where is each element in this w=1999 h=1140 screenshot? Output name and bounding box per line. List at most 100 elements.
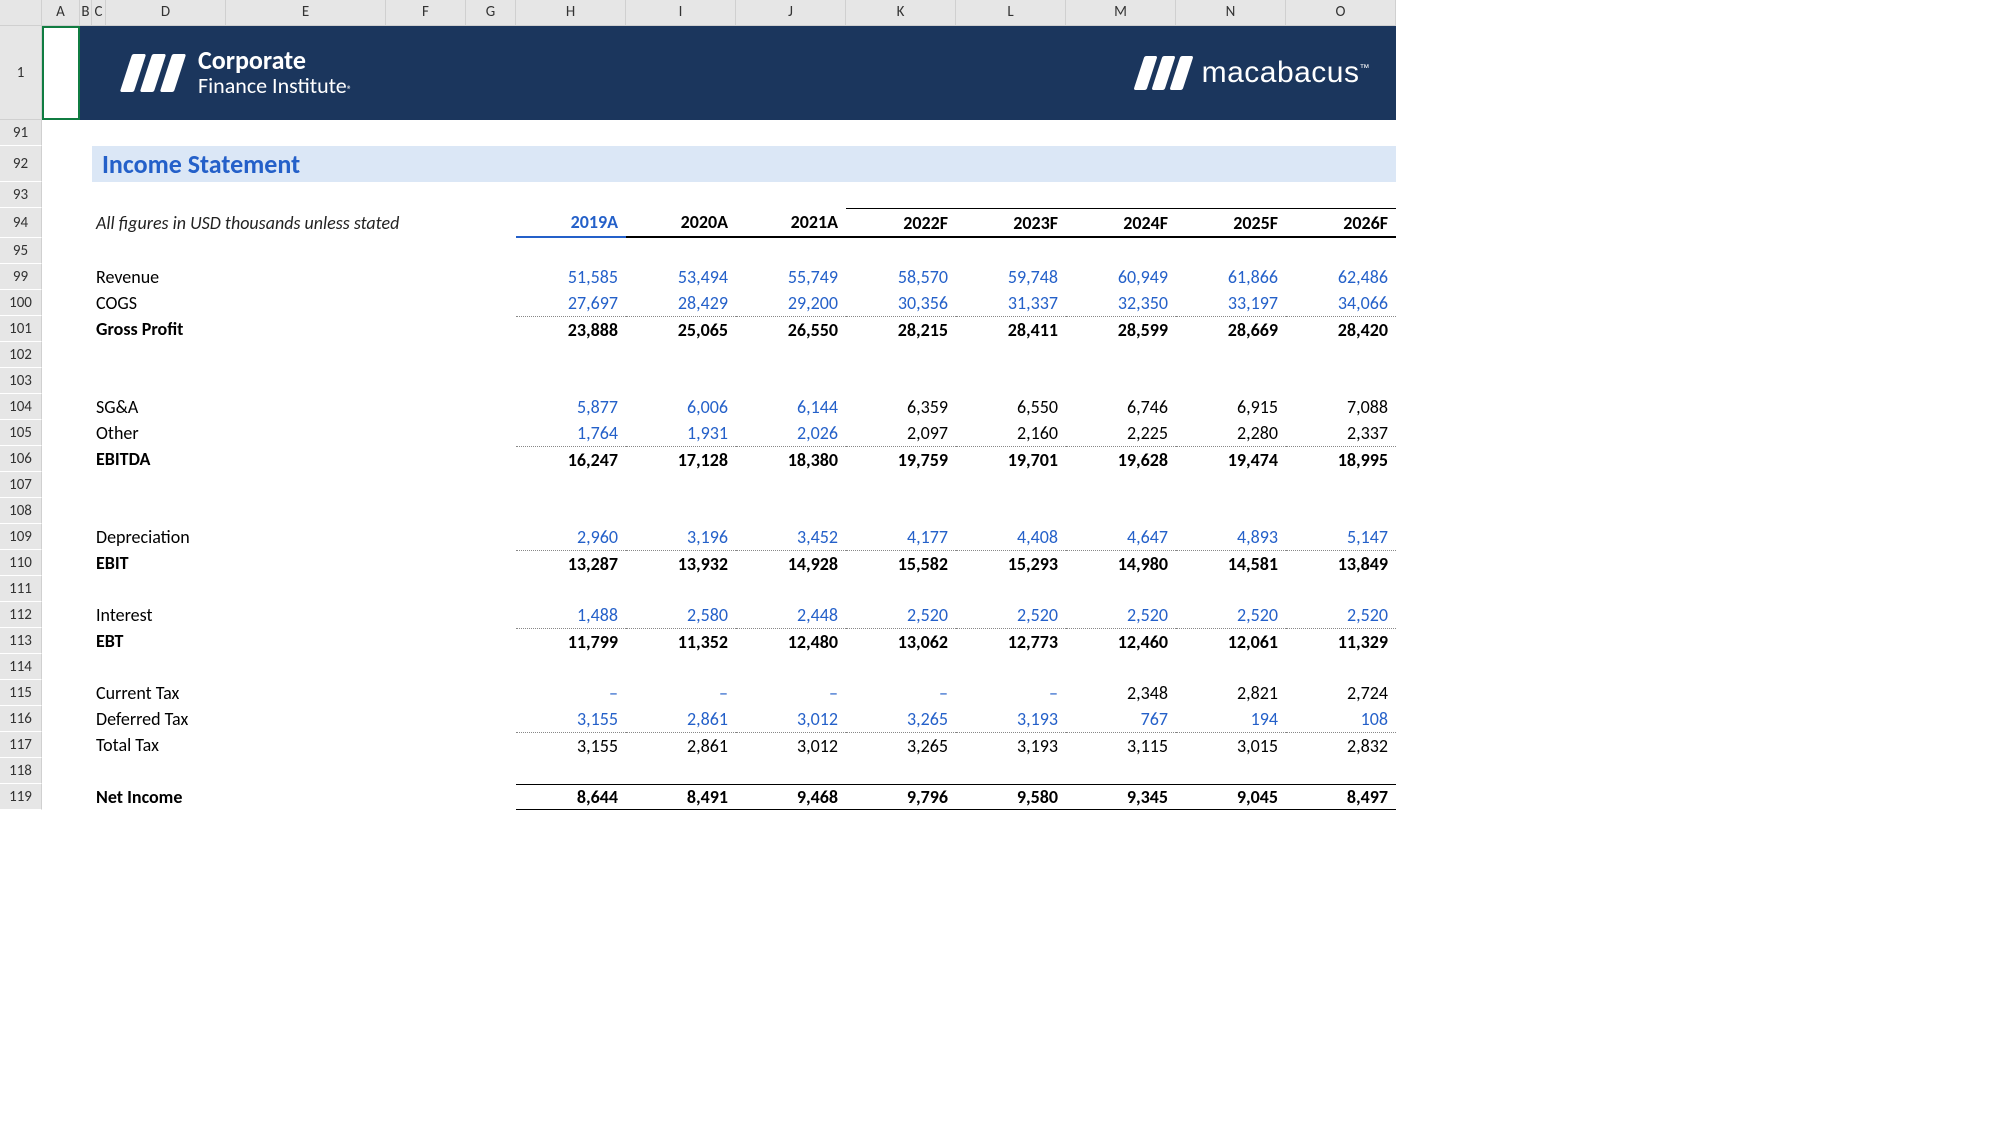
data-cell[interactable]: 61,866 [1176, 264, 1286, 290]
data-cell[interactable]: 15,582 [846, 550, 956, 576]
data-cell[interactable]: 9,468 [736, 784, 846, 810]
row-label[interactable]: Other [92, 420, 466, 446]
row-header-108[interactable]: 108 [0, 498, 42, 524]
data-cell[interactable]: 2,520 [1286, 602, 1396, 628]
row-header-92[interactable]: 92 [0, 146, 42, 182]
data-cell[interactable]: 6,144 [736, 394, 846, 420]
data-cell[interactable]: 2,348 [1066, 680, 1176, 706]
col-header-G[interactable]: G [466, 0, 516, 26]
row-label[interactable]: EBT [92, 628, 466, 654]
row-header-105[interactable]: 105 [0, 420, 42, 446]
data-cell[interactable]: 6,746 [1066, 394, 1176, 420]
col-header-C[interactable]: C [92, 0, 106, 26]
row-label[interactable]: Net Income [92, 784, 466, 810]
data-cell[interactable]: 2,160 [956, 420, 1066, 446]
row-header-104[interactable]: 104 [0, 394, 42, 420]
row-header-99[interactable]: 99 [0, 264, 42, 290]
row-header-113[interactable]: 113 [0, 628, 42, 654]
empty-cell[interactable] [42, 498, 1396, 524]
row-header-116[interactable]: 116 [0, 706, 42, 732]
row-header-119[interactable]: 119 [0, 784, 42, 810]
data-cell[interactable]: 9,045 [1176, 784, 1286, 810]
data-cell[interactable]: 4,647 [1066, 524, 1176, 550]
data-cell[interactable]: 12,480 [736, 628, 846, 654]
data-cell[interactable]: 2,580 [626, 602, 736, 628]
data-cell[interactable]: 3,012 [736, 706, 846, 732]
row-label[interactable]: COGS [92, 290, 466, 316]
data-cell[interactable]: 34,066 [1286, 290, 1396, 316]
empty-cell[interactable] [466, 602, 516, 628]
empty-cell[interactable] [466, 784, 516, 810]
row-header-110[interactable]: 110 [0, 550, 42, 576]
data-cell[interactable]: 60,949 [1066, 264, 1176, 290]
col-header-M[interactable]: M [1066, 0, 1176, 26]
data-cell[interactable]: 14,928 [736, 550, 846, 576]
row-header-117[interactable]: 117 [0, 732, 42, 758]
col-header-N[interactable]: N [1176, 0, 1286, 26]
empty-cell[interactable] [42, 732, 92, 758]
data-cell[interactable]: 3,196 [626, 524, 736, 550]
col-header-O[interactable]: O [1286, 0, 1396, 26]
row-label[interactable]: Total Tax [92, 732, 466, 758]
data-cell[interactable]: 28,420 [1286, 316, 1396, 342]
data-cell[interactable]: 9,796 [846, 784, 956, 810]
data-cell[interactable]: 28,411 [956, 316, 1066, 342]
data-cell[interactable]: – [736, 680, 846, 706]
data-cell[interactable]: 3,155 [516, 732, 626, 758]
data-cell[interactable]: 2,960 [516, 524, 626, 550]
data-cell[interactable]: 8,497 [1286, 784, 1396, 810]
data-cell[interactable]: 55,749 [736, 264, 846, 290]
data-cell[interactable]: 2,821 [1176, 680, 1286, 706]
data-cell[interactable]: 2,280 [1176, 420, 1286, 446]
data-cell[interactable]: 3,012 [736, 732, 846, 758]
empty-cell[interactable] [42, 368, 1396, 394]
empty-cell[interactable] [42, 784, 92, 810]
col-header-J[interactable]: J [736, 0, 846, 26]
data-cell[interactable]: 2,097 [846, 420, 956, 446]
row-header-106[interactable]: 106 [0, 446, 42, 472]
row-header-118[interactable]: 118 [0, 758, 42, 784]
data-cell[interactable]: 11,352 [626, 628, 736, 654]
col-header-K[interactable]: K [846, 0, 956, 26]
row-label[interactable]: Depreciation [92, 524, 466, 550]
data-cell[interactable]: 19,474 [1176, 446, 1286, 472]
data-cell[interactable]: 28,669 [1176, 316, 1286, 342]
row-header-91[interactable]: 91 [0, 120, 42, 146]
data-cell[interactable]: 3,265 [846, 732, 956, 758]
data-cell[interactable]: 3,193 [956, 732, 1066, 758]
data-cell[interactable]: 2,520 [1066, 602, 1176, 628]
data-cell[interactable]: 5,877 [516, 394, 626, 420]
data-cell[interactable]: 14,980 [1066, 550, 1176, 576]
empty-cell[interactable] [42, 706, 92, 732]
data-cell[interactable]: 31,337 [956, 290, 1066, 316]
empty-cell[interactable] [42, 290, 92, 316]
data-cell[interactable]: 33,197 [1176, 290, 1286, 316]
data-cell[interactable]: 29,200 [736, 290, 846, 316]
empty-cell[interactable] [42, 602, 92, 628]
empty-cell[interactable] [466, 446, 516, 472]
empty-cell[interactable] [466, 290, 516, 316]
empty-cell[interactable] [42, 208, 92, 238]
data-cell[interactable]: 14,581 [1176, 550, 1286, 576]
data-cell[interactable]: 7,088 [1286, 394, 1396, 420]
data-cell[interactable]: 13,062 [846, 628, 956, 654]
data-cell[interactable]: 15,293 [956, 550, 1066, 576]
row-header-93[interactable]: 93 [0, 182, 42, 208]
data-cell[interactable]: 2,861 [626, 706, 736, 732]
empty-cell[interactable] [42, 342, 1396, 368]
empty-cell[interactable] [42, 576, 1396, 602]
empty-cell[interactable] [466, 524, 516, 550]
data-cell[interactable]: 12,460 [1066, 628, 1176, 654]
data-cell[interactable]: 19,628 [1066, 446, 1176, 472]
row-label[interactable]: Deferred Tax [92, 706, 466, 732]
row-label[interactable]: EBITDA [92, 446, 466, 472]
data-cell[interactable]: 8,491 [626, 784, 736, 810]
data-cell[interactable]: 62,486 [1286, 264, 1396, 290]
row-header-100[interactable]: 100 [0, 290, 42, 316]
data-cell[interactable]: 32,350 [1066, 290, 1176, 316]
data-cell[interactable]: 2,225 [1066, 420, 1176, 446]
data-cell[interactable]: 1,488 [516, 602, 626, 628]
data-cell[interactable]: 6,550 [956, 394, 1066, 420]
cell-A1-selected[interactable] [42, 26, 80, 120]
row-label[interactable]: SG&A [92, 394, 466, 420]
